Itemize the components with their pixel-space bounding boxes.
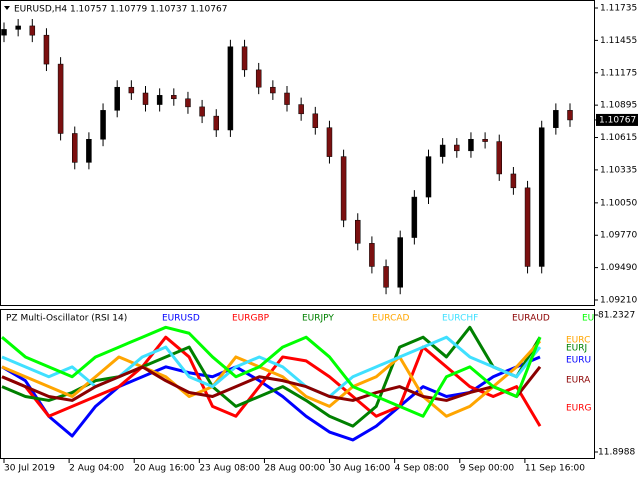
y-tick-label: 1.10615 [600, 133, 637, 143]
series-end-label: EURU [566, 356, 591, 366]
candle-body [86, 139, 92, 163]
candle-body [397, 237, 403, 288]
x-tick-label: 30 Jul 2019 [4, 464, 55, 474]
legend-entry: EURUSD [162, 314, 200, 324]
legend-entry: EU [582, 314, 594, 324]
candle-body [241, 46, 248, 71]
oscillator-line [1, 365, 542, 402]
candle-body [29, 25, 36, 36]
legend-entry: EURGBP [232, 314, 270, 324]
y-tick-label: 1.10050 [600, 198, 637, 208]
candle-body [355, 219, 361, 244]
y-tick-label: 1.11175 [600, 68, 637, 78]
candle-body [142, 92, 149, 105]
candle-body [383, 266, 389, 288]
candle-body [128, 86, 135, 94]
candle-body [454, 144, 460, 152]
x-tick-label: 30 Aug 16:00 [330, 464, 391, 474]
candle-body [227, 46, 234, 131]
candle-body [270, 86, 276, 94]
candle-body [213, 115, 219, 131]
chart-header: EURUSD,H4 1.10757 1.10779 1.10737 1.1076… [14, 5, 227, 15]
y-tick-label: 1.10335 [600, 165, 637, 175]
candle-body [439, 144, 446, 157]
y-tick-label: 1.10895 [600, 101, 637, 111]
y-tick-label: 1.09210 [600, 296, 637, 306]
legend-entry: EURCHF [442, 314, 478, 324]
candle-body [284, 92, 290, 105]
oscillator-line [1, 335, 542, 398]
candle-body [57, 63, 64, 134]
candle-body [1, 29, 7, 36]
candle-body [199, 106, 205, 117]
candle-body [72, 133, 78, 163]
candle-body [482, 139, 488, 142]
candle-body [15, 25, 21, 30]
candle-body [524, 187, 531, 267]
candle-body [156, 95, 163, 105]
candle-body [411, 196, 418, 238]
candle-body [185, 98, 191, 108]
candle-body [171, 95, 177, 100]
price-panel [0, 0, 595, 306]
x-tick-label: 2 Aug 04:00 [69, 464, 124, 474]
series-end-label: EURC [566, 336, 590, 346]
x-tick-label: 28 Aug 00:00 [264, 464, 325, 474]
series-end-label: EURJ [566, 344, 587, 354]
candle-body [326, 127, 333, 157]
candle-body [538, 127, 545, 267]
candle-body [298, 104, 304, 115]
legend-entry: EURAUD [512, 314, 550, 324]
y-tick-label: 1.11735 [600, 4, 637, 14]
candle-body [468, 139, 474, 152]
x-tick-label: 23 Aug 08:00 [199, 464, 260, 474]
y-tick-label: 1.09770 [600, 231, 637, 241]
last-price-label: 1.10767 [599, 115, 636, 125]
legend-entry: EURJPY [302, 314, 334, 324]
candle-body [496, 141, 502, 175]
series-end-label: EURA [566, 376, 591, 386]
candle-body [100, 110, 106, 140]
candle-body [43, 34, 50, 65]
y-tick-label: 1.09490 [600, 263, 637, 273]
series-end-label: EURG [566, 404, 592, 414]
candle-body [567, 110, 573, 121]
x-tick-label: 9 Sep 00:00 [460, 464, 515, 474]
oscillator-panel [0, 309, 595, 459]
candle-body [255, 69, 262, 88]
candle-body [340, 156, 347, 221]
symbol-arrow [4, 6, 10, 10]
candle-body [425, 156, 432, 198]
y-tick-label: 81.2327 [598, 311, 635, 321]
x-tick-label: 20 Aug 16:00 [134, 464, 195, 474]
indicator-title: PZ Multi-Oscillator (RSI 14) [6, 314, 127, 324]
candle-body [369, 243, 375, 267]
candle-body [553, 110, 559, 128]
x-tick-label: 4 Sep 08:00 [395, 464, 450, 474]
candle-body [114, 86, 120, 111]
y-tick-label: 1.11455 [600, 36, 637, 46]
legend-entry: EURCAD [372, 314, 410, 324]
last-price-box [596, 113, 638, 126]
oscillator-line [1, 340, 542, 418]
x-tick-label: 11 Sep 16:00 [525, 464, 585, 474]
candle-body [312, 113, 319, 128]
oscillator-line [1, 355, 541, 442]
y-tick-label: 11.8988 [598, 448, 635, 458]
candle-body [510, 173, 517, 189]
oscillator-line [1, 325, 542, 418]
